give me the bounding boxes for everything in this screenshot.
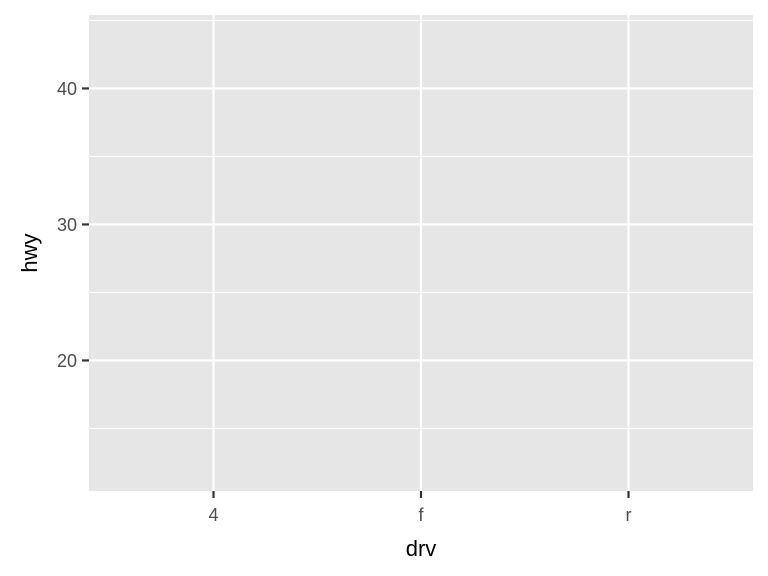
y-tick-label: 40 <box>57 79 77 99</box>
x-tick-label: 4 <box>208 505 218 525</box>
x-tick-label: r <box>626 505 632 525</box>
major-gridlines <box>89 15 753 491</box>
x-axis-title: drv <box>406 536 437 561</box>
y-axis-title: hwy <box>17 233 42 272</box>
y-tick-label: 30 <box>57 215 77 235</box>
x-axis-ticks: 4 f r <box>208 491 632 525</box>
x-tick-label: f <box>418 505 424 525</box>
y-tick-label: 20 <box>57 351 77 371</box>
y-axis-ticks: 20 30 40 <box>57 79 89 371</box>
